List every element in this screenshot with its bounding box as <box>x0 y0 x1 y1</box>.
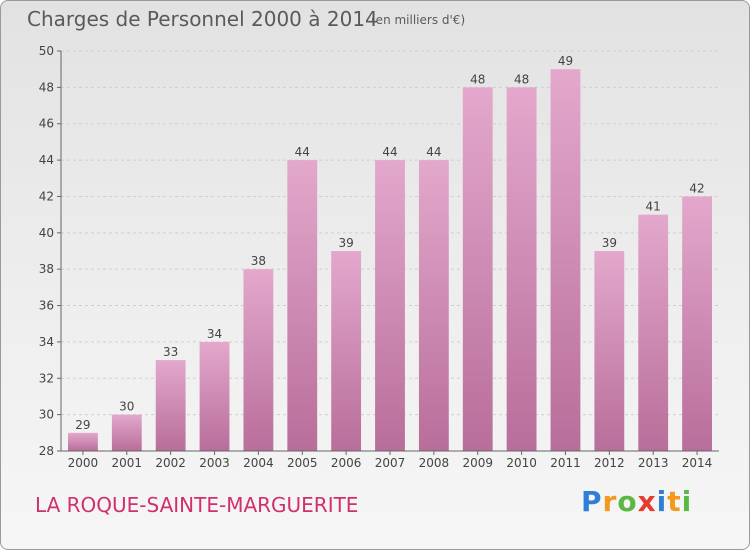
bar-value-label: 49 <box>558 54 573 68</box>
y-tick-label: 42 <box>39 189 54 203</box>
bar-value-label: 30 <box>119 400 134 414</box>
bar[interactable] <box>287 160 318 451</box>
x-tick-label: 2002 <box>155 456 186 470</box>
x-tick-label: 2014 <box>682 456 713 470</box>
y-tick-label: 40 <box>39 226 54 240</box>
x-tick-label: 2009 <box>462 456 493 470</box>
x-tick-label: 2013 <box>638 456 669 470</box>
bar-value-label: 42 <box>689 181 704 195</box>
x-tick-label: 2007 <box>375 456 406 470</box>
bar[interactable] <box>111 414 142 451</box>
y-tick-label: 46 <box>39 117 54 131</box>
logo-letter: r <box>602 485 618 518</box>
chart-unit: (en milliers d'€) <box>371 13 466 27</box>
y-tick-label: 38 <box>39 262 54 276</box>
logo-letter: i <box>656 485 668 518</box>
x-tick-label: 2005 <box>287 456 318 470</box>
bar[interactable] <box>462 87 493 451</box>
logo-letter: t <box>667 485 682 518</box>
x-tick-label: 2008 <box>419 456 450 470</box>
bar[interactable] <box>638 214 669 451</box>
x-tick-label: 2012 <box>594 456 625 470</box>
x-tick-label: 2001 <box>112 456 143 470</box>
bar[interactable] <box>682 196 712 451</box>
bar[interactable] <box>199 341 230 451</box>
bar[interactable] <box>375 160 405 451</box>
bars: 29 30 33 34 38 44 39 44 44 48 48 49 39 41 42 <box>68 54 712 451</box>
chart-title: Charges de Personnel 2000 à 2014 <box>27 7 378 31</box>
x-tick-label: 2000 <box>68 456 99 470</box>
bar[interactable] <box>243 269 274 451</box>
y-tick-label: 44 <box>39 153 54 167</box>
bar[interactable] <box>68 432 98 451</box>
y-tick-label: 50 <box>39 44 54 58</box>
x-tick-label: 2004 <box>243 456 274 470</box>
logo-letter: P <box>581 485 603 518</box>
bar-value-label: 44 <box>426 145 441 159</box>
bar-value-label: 39 <box>338 236 353 250</box>
bar-value-label: 48 <box>470 72 485 86</box>
bar-value-label: 44 <box>382 145 397 159</box>
logo-letter: i <box>681 485 693 518</box>
bar[interactable] <box>506 87 537 451</box>
logo-letter: x <box>637 485 657 518</box>
bar-value-label: 41 <box>646 200 661 214</box>
bar-value-label: 44 <box>295 145 310 159</box>
x-tick-label: 2006 <box>331 456 362 470</box>
x-tick-label: 2003 <box>199 456 230 470</box>
logo-letter: o <box>617 485 638 518</box>
bar[interactable] <box>594 251 625 451</box>
commune-name: LA ROQUE-SAINTE-MARGUERITE <box>35 493 359 517</box>
x-tick-label: 2011 <box>550 456 581 470</box>
bar[interactable] <box>331 251 362 451</box>
bar-value-label: 34 <box>207 327 222 341</box>
axes: 28 30 32 34 36 38 40 42 44 46 48 50 2000 2001 2002 2003… <box>39 44 719 470</box>
bar-value-label: 29 <box>75 418 90 432</box>
bar-value-label: 33 <box>163 345 178 359</box>
y-tick-label: 30 <box>39 408 54 422</box>
y-tick-label: 34 <box>39 335 54 349</box>
bar[interactable] <box>155 360 186 451</box>
bar[interactable] <box>550 69 581 451</box>
y-tick-label: 36 <box>39 299 54 313</box>
x-tick-label: 2010 <box>506 456 537 470</box>
bar-value-label: 48 <box>514 72 529 86</box>
bar-value-label: 39 <box>602 236 617 250</box>
y-tick-label: 48 <box>39 80 54 94</box>
bar[interactable] <box>418 160 449 451</box>
y-tick-label: 32 <box>39 371 54 385</box>
proxiti-logo[interactable]: Proxiti <box>581 485 692 518</box>
y-tick-label: 28 <box>39 444 54 458</box>
bar-value-label: 38 <box>251 254 266 268</box>
